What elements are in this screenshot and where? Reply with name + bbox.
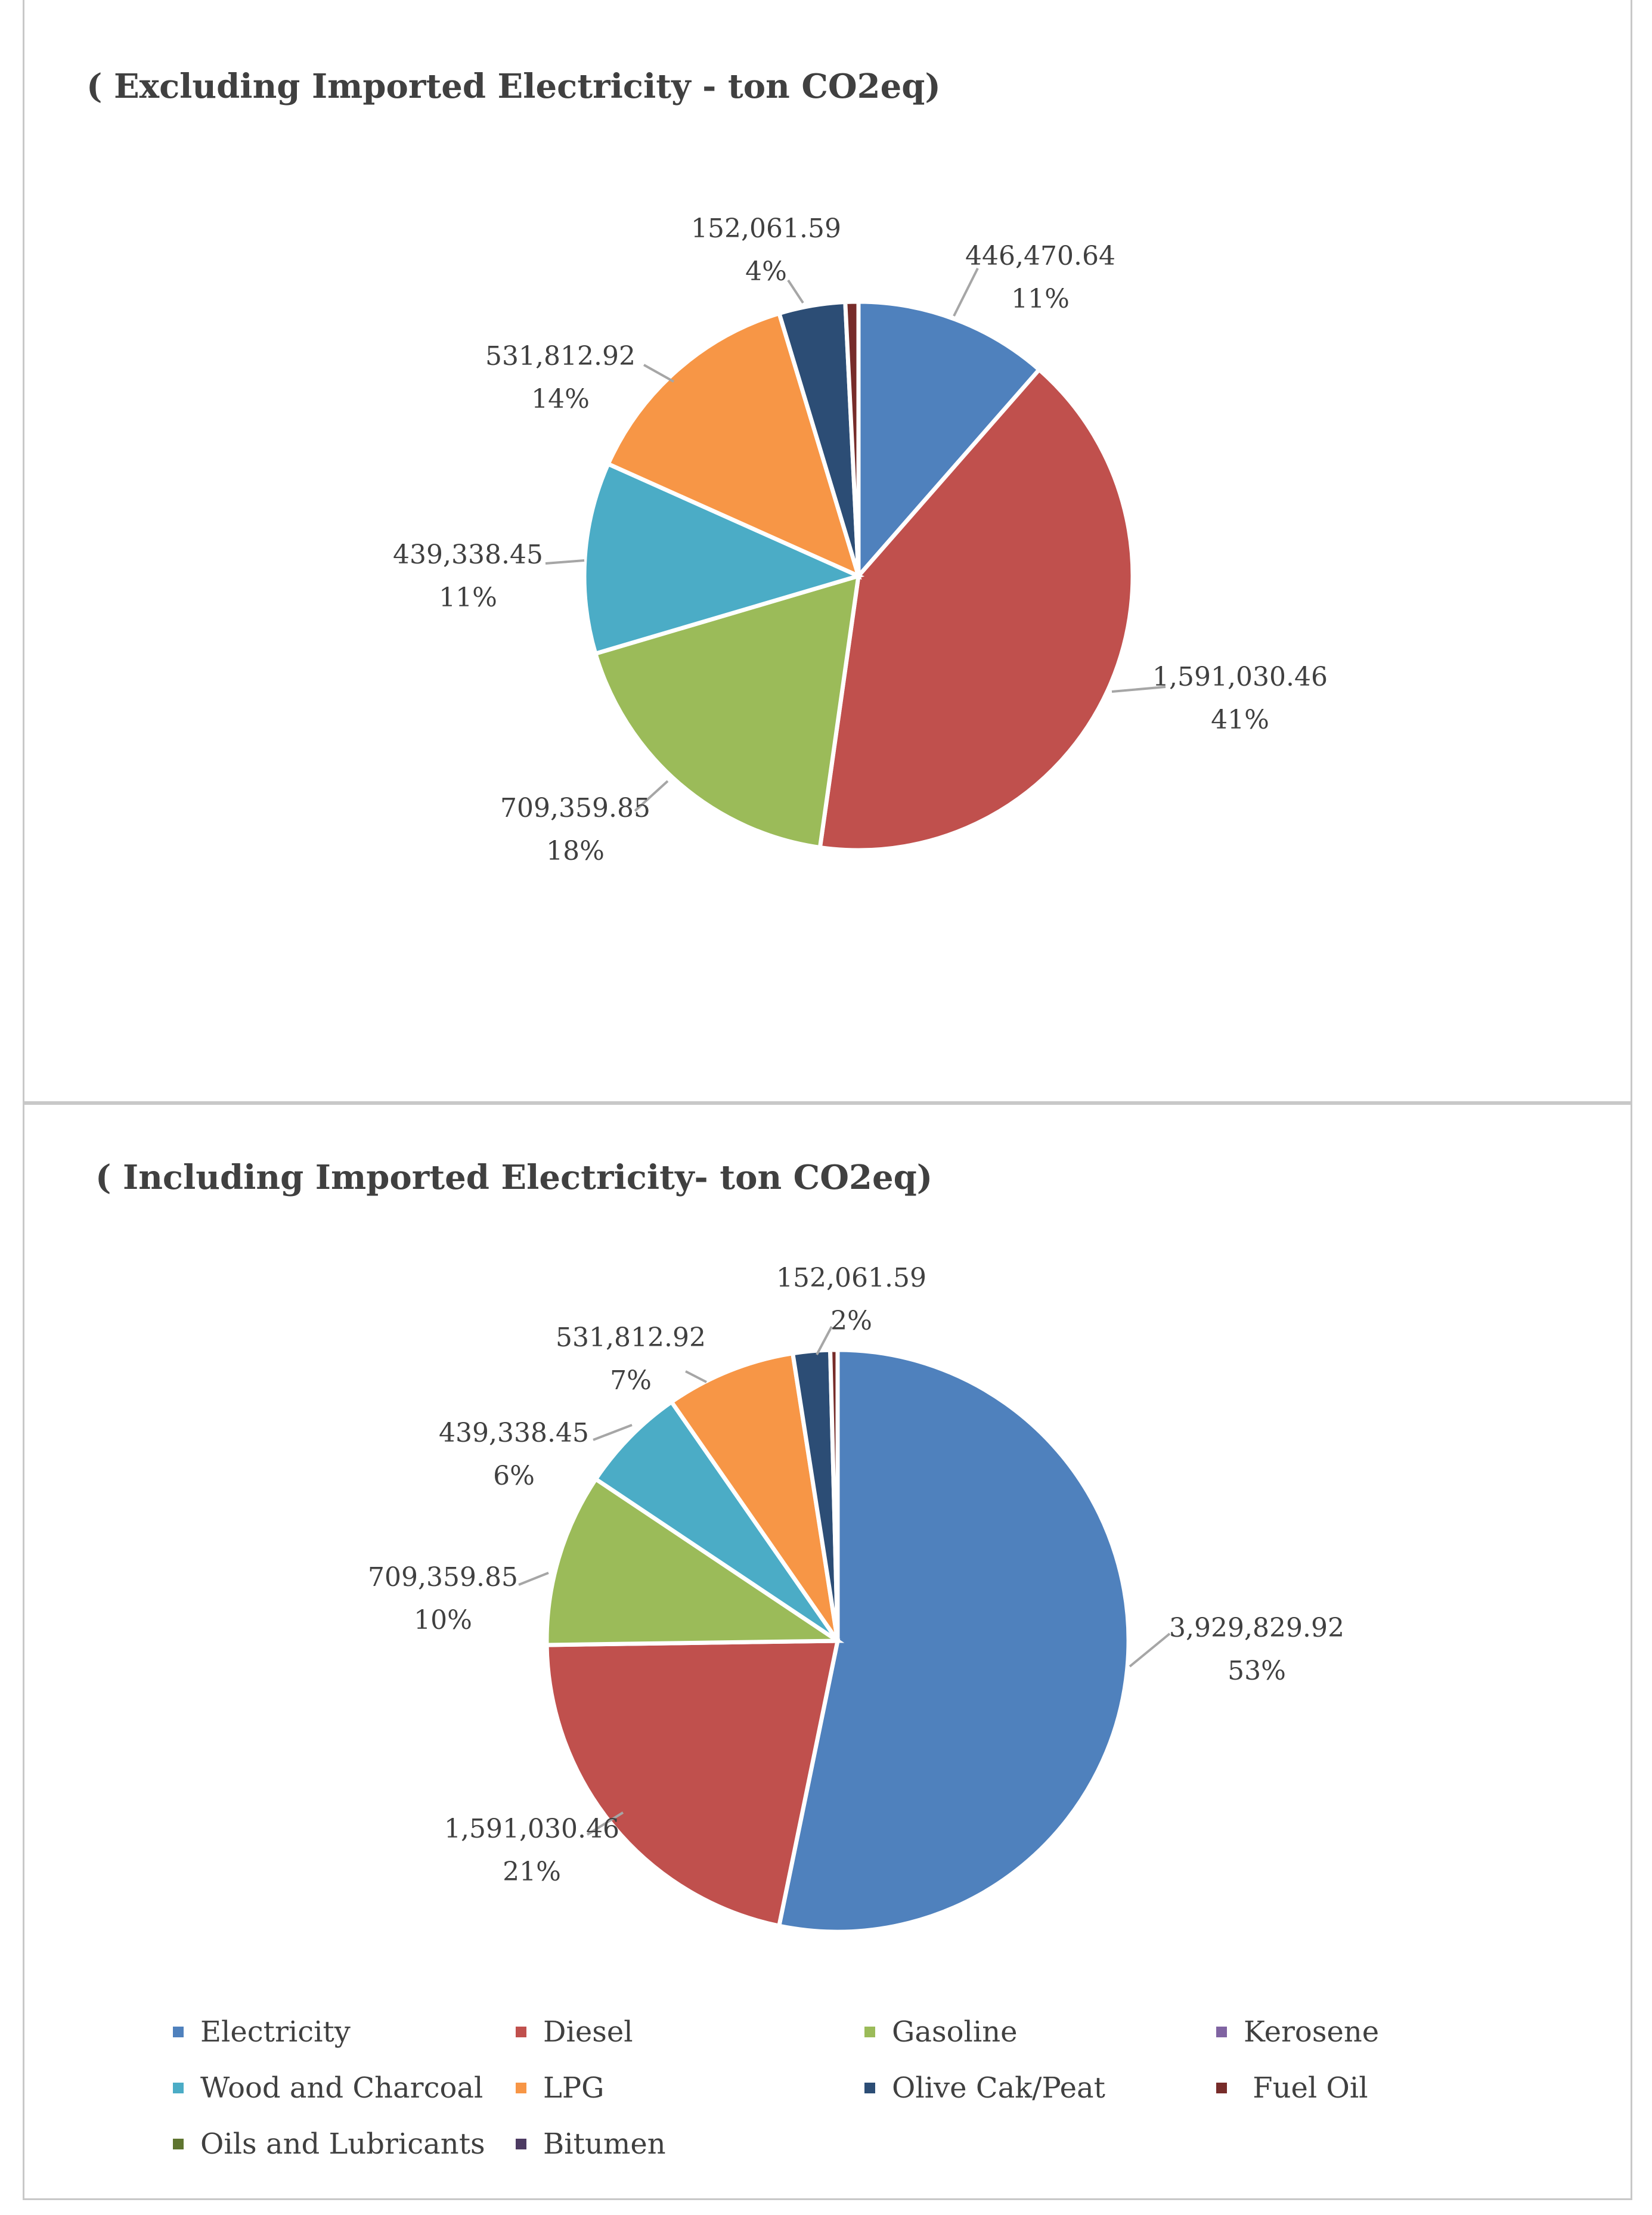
legend-swatch xyxy=(1216,2083,1227,2093)
leader-line xyxy=(518,1572,549,1586)
pie-slice-fuel-oil xyxy=(843,299,861,577)
leader-line xyxy=(1129,1632,1171,1668)
chart-title-including: ( Including Imported Electricity- ton CO… xyxy=(95,1158,933,1197)
legend-label: Electricity xyxy=(200,2015,351,2049)
legend-swatch xyxy=(864,2027,875,2037)
pie-slice-gasoline xyxy=(593,573,861,850)
legend-item-electricity: Electricity xyxy=(173,2015,351,2049)
pie-slice-electricity xyxy=(856,299,1043,582)
data-label-percent: 4% xyxy=(745,256,787,287)
legend-label: Olive Cak/Peat xyxy=(892,2071,1105,2105)
legend-swatch xyxy=(1216,2027,1227,2037)
data-label-value: 3,929,829.92 xyxy=(1169,1613,1344,1643)
legend-item-kerosene: Kerosene xyxy=(1216,2015,1379,2049)
data-label-percent: 41% xyxy=(1211,705,1269,735)
data-label-percent: 2% xyxy=(830,1306,872,1336)
data-label-value: 1,591,030.46 xyxy=(1152,662,1328,692)
legend-item-gasoline: Gasoline xyxy=(864,2015,1018,2049)
legend-label: Kerosene xyxy=(1244,2015,1380,2049)
legend-item-bitumen: Bitumen xyxy=(516,2127,666,2161)
pie-slice-electricity xyxy=(776,1347,1131,1934)
chart-title-excluding: ( Excluding Imported Electricity - ton C… xyxy=(86,67,941,106)
pie-slice-fuel-oil xyxy=(827,1347,840,1641)
pie-slice-wood-and-charcoal xyxy=(582,461,865,656)
legend-swatch xyxy=(173,2027,184,2037)
legend-item-oils-and-lubricants: Oils and Lubricants xyxy=(173,2127,485,2161)
leader-line xyxy=(643,364,674,383)
legend-item-diesel: Diesel xyxy=(516,2015,633,2049)
leader-line xyxy=(685,1370,707,1383)
pie-slice-diesel xyxy=(817,367,1135,853)
legend-swatch xyxy=(516,2027,526,2037)
data-label-percent: 11% xyxy=(1011,284,1070,314)
data-label-percent: 14% xyxy=(531,384,590,414)
data-label-value: 531,812.92 xyxy=(485,341,636,371)
data-label-value: 152,061.59 xyxy=(691,213,841,244)
leader-line xyxy=(634,780,669,812)
legend-swatch xyxy=(864,2083,875,2093)
legend-swatch xyxy=(173,2139,184,2149)
legend-label: LPG xyxy=(543,2071,605,2105)
data-label-value: 531,812.92 xyxy=(556,1322,706,1353)
data-label-value: 1,591,030.46 xyxy=(444,1814,619,1844)
data-label-value: 439,338.45 xyxy=(439,1418,589,1448)
legend-item-lpg: LPG xyxy=(516,2071,605,2105)
leader-line xyxy=(787,279,804,304)
legend-label: Fuel Oil xyxy=(1244,2071,1368,2105)
data-label-value: 709,359.85 xyxy=(500,793,650,823)
leader-line xyxy=(545,559,585,565)
leader-line xyxy=(1111,686,1166,693)
data-label-percent: 7% xyxy=(610,1365,652,1396)
legend-item-olive-cak-peat: Olive Cak/Peat xyxy=(864,2071,1105,2105)
legend-item-fuel-oil: Fuel Oil xyxy=(1216,2071,1368,2105)
pie-slice-diesel xyxy=(544,1638,841,1929)
legend-label: Oils and Lubricants xyxy=(200,2127,485,2161)
leader-line xyxy=(586,1811,624,1836)
data-label-percent: 11% xyxy=(439,583,497,613)
leader-line xyxy=(816,1326,833,1355)
pie-slice-wood-and-charcoal xyxy=(593,1399,839,1643)
legend-swatch xyxy=(516,2139,526,2149)
data-label-percent: 53% xyxy=(1228,1656,1286,1686)
data-label-percent: 6% xyxy=(493,1461,535,1491)
legend-label: Diesel xyxy=(543,2015,633,2049)
pie-slice-lpg xyxy=(668,1350,840,1642)
data-label-value: 439,338.45 xyxy=(393,540,543,570)
legend-item-wood-and-charcoal: Wood and Charcoal xyxy=(173,2071,483,2105)
legend-swatch xyxy=(516,2083,526,2093)
leader-line xyxy=(953,268,979,317)
data-label-value: 709,359.85 xyxy=(368,1562,518,1593)
data-label-percent: 18% xyxy=(546,836,605,866)
legend-label: Bitumen xyxy=(543,2127,666,2161)
legend-swatch xyxy=(173,2083,184,2093)
data-label-percent: 21% xyxy=(503,1857,561,1887)
data-label-value: 152,061.59 xyxy=(776,1263,926,1293)
legend-label: Gasoline xyxy=(892,2015,1018,2049)
pie-slice-gasoline xyxy=(544,1476,845,1647)
leader-line xyxy=(593,1424,633,1441)
legend-label: Wood and Charcoal xyxy=(200,2071,483,2105)
data-label-percent: 10% xyxy=(414,1605,472,1635)
data-label-value: 446,470.64 xyxy=(965,241,1115,271)
